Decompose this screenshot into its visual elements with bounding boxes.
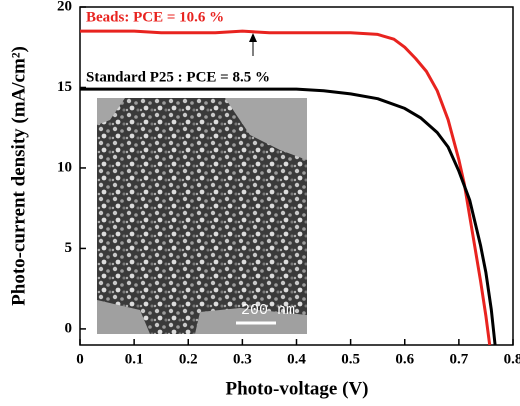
series-line [80,29,492,345]
x-tick-label: 0.6 [395,351,414,367]
x-tick-label: 0.1 [125,351,144,367]
series-line [80,87,497,345]
x-tick-label: 0.7 [450,351,469,367]
y-tick-label: 15 [57,79,72,95]
x-tick-label: 0.2 [179,351,198,367]
y-tick-label: 0 [65,320,73,336]
x-tick-label: 0.5 [341,351,360,367]
y-tick-label: 5 [65,240,73,256]
scale-bar-label: 200 nm [241,302,295,319]
legend-label: Standard P25 : PCE = 8.5 % [86,69,270,85]
x-tick-label: 0 [76,351,84,367]
inset-image [97,98,307,334]
annotation-arrow [249,33,257,56]
y-tick-label: 10 [57,159,72,175]
x-axis-title: Photo-voltage (V) [226,378,369,399]
x-tick-label: 0.4 [287,351,306,367]
legend-label: Beads: PCE = 10.6 % [86,9,224,25]
x-tick-label: 0.3 [233,351,252,367]
x-tick-label: 0.8 [504,351,520,367]
y-tick-label: 20 [57,0,72,14]
y-axis-title: Photo-current density (mA/cm²) [8,46,29,306]
